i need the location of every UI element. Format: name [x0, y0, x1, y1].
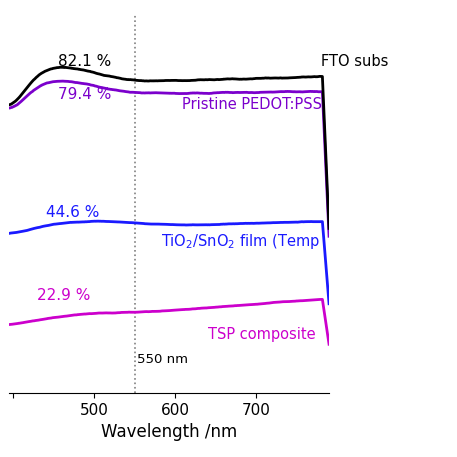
- Text: 44.6 %: 44.6 %: [46, 206, 99, 220]
- Text: FTO subs: FTO subs: [321, 53, 388, 69]
- Text: Pristine PEDOT:PSS: Pristine PEDOT:PSS: [181, 97, 322, 112]
- X-axis label: Wavelength /nm: Wavelength /nm: [101, 423, 237, 441]
- Text: 550 nm: 550 nm: [137, 353, 188, 367]
- Text: 22.9 %: 22.9 %: [37, 288, 91, 303]
- Text: TSP composite: TSP composite: [207, 327, 315, 342]
- Text: 79.4 %: 79.4 %: [58, 86, 111, 101]
- Text: TiO$_2$/SnO$_2$ film (Temp: TiO$_2$/SnO$_2$ film (Temp: [161, 232, 320, 251]
- Text: 82.1 %: 82.1 %: [58, 54, 111, 69]
